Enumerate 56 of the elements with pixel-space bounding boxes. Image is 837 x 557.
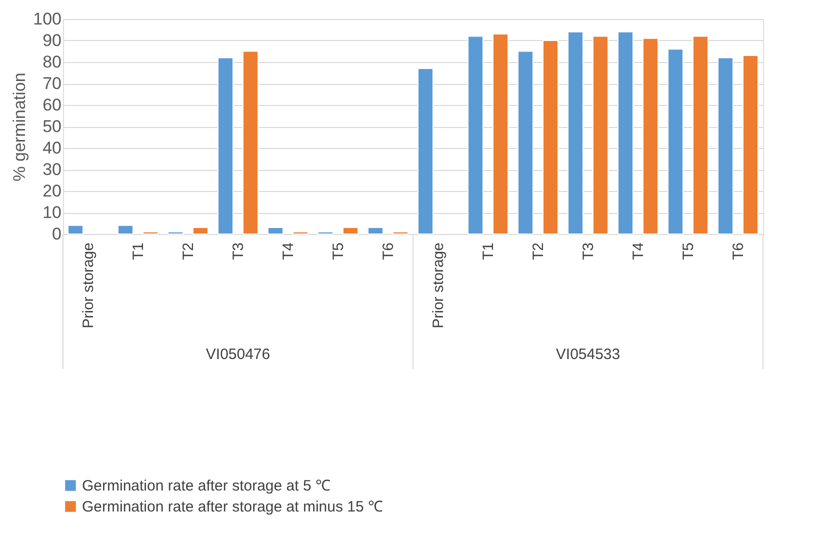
bar — [418, 68, 434, 234]
text: VI054533 — [556, 346, 620, 363]
x-tick-label: T5 — [330, 242, 347, 260]
bar — [692, 36, 708, 234]
bar — [342, 227, 358, 234]
bar — [742, 55, 758, 234]
legend-label: Germination rate after storage at 5 ℃ — [82, 478, 330, 494]
y-axis-title: % germination — [10, 72, 30, 182]
bar — [118, 224, 134, 234]
y-tick-label: 10 — [42, 203, 62, 222]
bar — [192, 227, 208, 234]
x-tick-label: T4 — [630, 242, 647, 260]
bar — [218, 57, 234, 234]
y-tick-label: 0 — [52, 224, 62, 244]
y-tick-label: 60 — [42, 96, 62, 114]
x-tick-label: T6 — [380, 242, 397, 260]
text: VI050476 — [206, 346, 270, 363]
bar — [668, 48, 684, 234]
x-tick-label: T3 — [580, 242, 597, 260]
x-tick-label: T1 — [130, 242, 147, 260]
x-tick-label: T2 — [530, 242, 547, 260]
x-tick-label: T5 — [680, 242, 697, 260]
bar — [318, 231, 334, 234]
bar — [592, 36, 608, 234]
bar — [618, 31, 634, 234]
bar — [268, 227, 284, 234]
x-tick-label: T1 — [480, 242, 497, 260]
x-tick-label: Prior storage — [80, 242, 97, 328]
y-tick-label: 20 — [42, 182, 62, 200]
bar — [718, 57, 734, 234]
x-tick-label: T2 — [180, 242, 197, 260]
bar — [242, 50, 258, 234]
y-tick-label: 90 — [42, 31, 62, 50]
bar — [518, 50, 534, 234]
bar — [68, 224, 84, 234]
bar — [368, 227, 384, 234]
bar — [492, 34, 508, 234]
bar — [642, 38, 658, 234]
y-tick-label: 70 — [42, 74, 62, 93]
x-tick-label: Prior storage — [430, 242, 447, 328]
bar — [468, 36, 484, 234]
bar — [142, 231, 158, 234]
y-tick-label: 80 — [42, 52, 62, 72]
bar — [168, 231, 184, 234]
x-tick-label: T4 — [280, 242, 297, 260]
bar — [542, 40, 558, 234]
x-tick-label: T3 — [230, 242, 247, 260]
y-tick-label: 30 — [42, 160, 62, 179]
legend-label: Germination rate after storage at minus 15 ℃ — [82, 498, 383, 516]
bar — [292, 231, 308, 234]
bar — [392, 231, 408, 234]
y-tick-label: 40 — [42, 138, 62, 158]
bar — [568, 31, 584, 234]
y-tick-label: 50 — [42, 117, 62, 136]
x-tick-label: T6 — [730, 242, 747, 260]
y-tick-label: 100 — [33, 10, 62, 28]
